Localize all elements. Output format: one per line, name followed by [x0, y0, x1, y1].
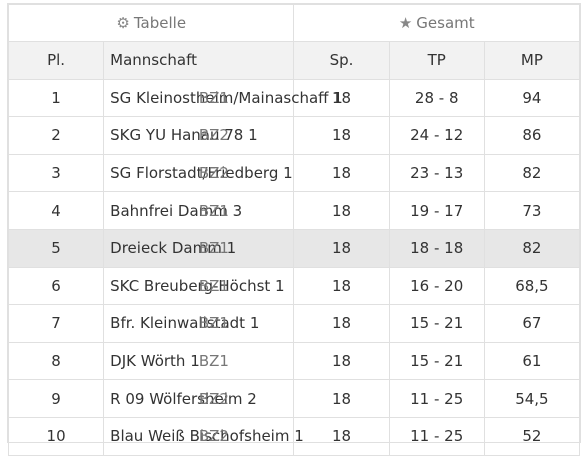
team-name-cell: SG Kleinostheim/Mainaschaff 1 [103, 78, 343, 118]
match-points-cell: 82 [483, 228, 581, 268]
table-row[interactable]: 2 SKG YU Hanau 78 1 BZ2 18 24 - 12 86 [7, 116, 581, 155]
table-row[interactable]: 8 DJK Wörth 1 BZ1 18 15 - 21 61 [7, 341, 581, 381]
table-points-cell: 24 - 12 [388, 116, 485, 155]
rank-cell: 10 [7, 416, 105, 456]
team-name-cell: SKG YU Hanau 78 1 [103, 116, 258, 155]
table-row[interactable]: 6 SKC Breuberg-Höchst 1 BZ1 18 16 - 20 68,5 [7, 266, 581, 306]
team-name-cell: Blau Weiß Bischofsheim 1 [103, 416, 304, 456]
rank-cell: 8 [7, 341, 105, 381]
table-points-cell: 19 - 17 [388, 191, 485, 230]
table-points-cell: 15 - 21 [388, 304, 485, 343]
games-cell: 18 [293, 191, 390, 230]
team-name-cell: SKC Breuberg-Höchst 1 [103, 266, 285, 306]
match-points-cell: 61 [483, 341, 581, 381]
games-cell: 18 [293, 341, 390, 381]
group-header-row: ⚙ Tabelle ★ Gesamt [7, 4, 580, 42]
match-points-cell: 54,5 [483, 379, 581, 418]
league-cell: BZ1 [198, 304, 295, 343]
league-cell: BZ1 [198, 78, 295, 118]
table-points-cell: 28 - 8 [388, 78, 485, 118]
rank-cell: 5 [7, 228, 105, 268]
games-cell: 18 [293, 304, 390, 343]
rank-cell: 7 [7, 304, 105, 343]
match-points-cell: 73 [483, 191, 581, 230]
team-name-cell: SG Florstadt/Friedberg 1 [103, 153, 293, 193]
gear-icon: ⚙ [116, 14, 130, 32]
games-cell: 18 [293, 379, 390, 418]
team-name-cell: Dreieck Damm 1 [103, 228, 236, 268]
games-cell: 18 [293, 78, 390, 118]
team-name-cell: DJK Wörth 1 [103, 341, 200, 381]
rank-cell: 4 [7, 191, 105, 230]
team-name-cell: Bfr. Kleinwallstadt 1 [103, 304, 259, 343]
table-row[interactable]: 10 Blau Weiß Bischofsheim 1 BZ2 18 11 - 25 52 [7, 416, 581, 456]
match-points-cell: 68,5 [483, 266, 581, 306]
col-header-tp[interactable]: TP [388, 41, 485, 80]
col-header-mp[interactable]: MP [483, 41, 581, 80]
rank-cell: 1 [7, 78, 105, 118]
table-points-cell: 23 - 13 [388, 153, 485, 193]
league-cell: BZ1 [198, 266, 295, 306]
rank-cell: 9 [7, 379, 105, 418]
table-row[interactable]: 5 Dreieck Damm 1 BZ1 18 18 - 18 82 [7, 228, 581, 268]
table-points-cell: 11 - 25 [388, 379, 485, 418]
league-cell: BZ1 [198, 341, 295, 381]
match-points-cell: 67 [483, 304, 581, 343]
col-header-sp[interactable]: Sp. [293, 41, 390, 80]
league-cell: BZ1 [198, 228, 295, 268]
match-points-cell: 52 [483, 416, 581, 456]
match-points-cell: 86 [483, 116, 581, 155]
column-header-row: Pl. Mannschaft Sp. TP MP [7, 41, 581, 80]
star-icon: ★ [398, 14, 413, 32]
match-points-cell: 82 [483, 153, 581, 193]
table-row[interactable]: 3 SG Florstadt/Friedberg 1 BZ2 18 23 - 13 82 [7, 153, 581, 193]
table-row[interactable]: 4 Bahnfrei Damm 3 BZ1 18 19 - 17 73 [7, 191, 581, 230]
standings-table-container: ⚙ Tabelle ★ Gesamt Pl. Mannschaft Sp. TP M… [7, 3, 581, 456]
col-header-pl[interactable]: Pl. [7, 41, 105, 80]
rank-cell: 6 [7, 266, 105, 306]
games-cell: 18 [293, 416, 390, 456]
rank-cell: 3 [7, 153, 105, 193]
tabelle-header[interactable]: ⚙ Tabelle [7, 4, 295, 42]
rank-cell: 2 [7, 116, 105, 155]
league-cell: BZ1 [198, 191, 295, 230]
gesamt-header[interactable]: ★ Gesamt [293, 4, 580, 42]
col-header-mannschaft[interactable]: Mannschaft [103, 41, 295, 80]
standings-table: ⚙ Tabelle ★ Gesamt Pl. Mannschaft Sp. TP M… [7, 4, 581, 456]
league-cell: BZ2 [198, 116, 295, 155]
league-cell: BZ2 [198, 153, 295, 193]
team-name-cell: R 09 Wölfersheim 2 [103, 379, 257, 418]
table-points-cell: 15 - 21 [388, 341, 485, 381]
table-points-cell: 18 - 18 [388, 228, 485, 268]
table-row[interactable]: 1 SG Kleinostheim/Mainaschaff 1 BZ1 18 28 - … [7, 78, 581, 118]
games-cell: 18 [293, 228, 390, 268]
table-points-cell: 11 - 25 [388, 416, 485, 456]
games-cell: 18 [293, 116, 390, 155]
games-cell: 18 [293, 153, 390, 193]
table-body: 1 SG Kleinostheim/Mainaschaff 1 BZ1 18 28 - … [7, 78, 581, 456]
match-points-cell: 94 [483, 78, 581, 118]
table-row[interactable]: 7 Bfr. Kleinwallstadt 1 BZ1 18 15 - 21 67 [7, 304, 581, 343]
table-points-cell: 16 - 20 [388, 266, 485, 306]
league-cell: BZ2 [198, 379, 295, 418]
games-cell: 18 [293, 266, 390, 306]
team-name-cell: Bahnfrei Damm 3 [103, 191, 242, 230]
